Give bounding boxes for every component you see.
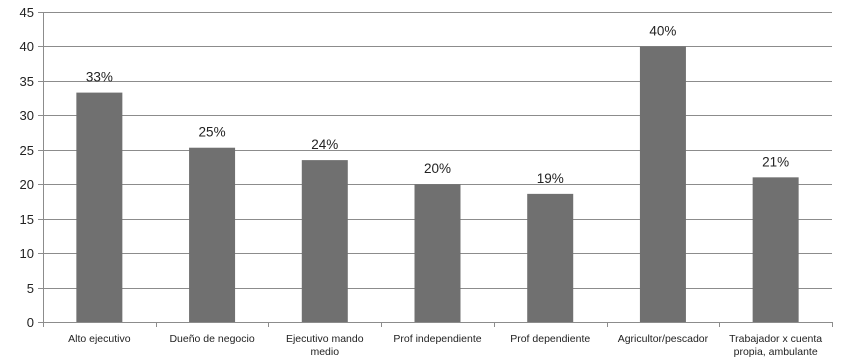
category-label: Agricultor/pescador: [618, 333, 709, 345]
data-label: 25%: [199, 125, 226, 140]
category-label: propia, ambulante: [734, 346, 818, 358]
data-label: 24%: [311, 137, 338, 152]
category-label: Alto ejecutivo: [68, 333, 131, 345]
bar: [639, 46, 686, 322]
y-tick-label: 5: [27, 281, 34, 296]
category-label: Ejecutivo mando: [286, 333, 364, 345]
data-label: 19%: [537, 171, 564, 186]
bars: [76, 46, 799, 322]
y-tick-label: 20: [20, 177, 34, 192]
y-tick-label: 10: [20, 246, 34, 261]
y-axis-ticks: 0 5 10 15 20 25 30 35 40 45: [20, 5, 44, 330]
category-label: medio: [310, 346, 339, 358]
bar: [414, 184, 461, 322]
bar: [189, 147, 236, 322]
y-tick-label: 15: [20, 212, 34, 227]
y-tick-label: 40: [20, 39, 34, 54]
y-tick-label: 25: [20, 143, 34, 158]
y-tick-label: 35: [20, 74, 34, 89]
y-tick-label: 30: [20, 108, 34, 123]
category-label: Prof independiente: [393, 333, 481, 345]
bar: [301, 160, 348, 322]
bar: [527, 193, 574, 322]
category-label: Dueño de negocio: [169, 333, 254, 345]
bar: [76, 92, 123, 322]
data-label: 21%: [762, 154, 789, 169]
y-tick-label: 45: [20, 5, 34, 20]
category-label: Prof dependiente: [510, 333, 590, 345]
bar: [752, 177, 799, 322]
y-tick-label: 0: [27, 315, 34, 330]
data-labels: 33% 25% 24% 20% 19% 40% 21%: [86, 23, 789, 185]
data-label: 33%: [86, 70, 113, 85]
x-axis-categories: Alto ejecutivo Dueño de negocio Ejecutivo …: [43, 322, 833, 358]
category-label: Trabajador x cuenta: [729, 333, 822, 345]
data-label: 20%: [424, 161, 451, 176]
data-label: 40%: [649, 23, 676, 38]
